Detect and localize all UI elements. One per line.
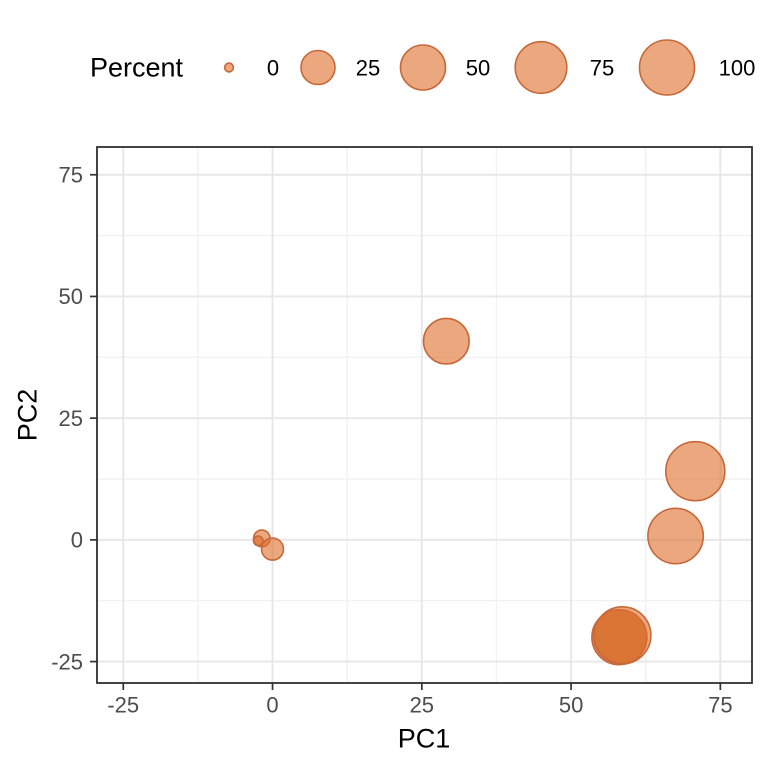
axis-tick-labels-layer: -25 0 25 50 75 -25 0 25 50 75 bbox=[51, 162, 732, 717]
x-axis-tick-label: -25 bbox=[107, 693, 139, 718]
panel-border bbox=[96, 146, 753, 684]
y-axis-tick-label: 25 bbox=[59, 406, 83, 431]
y-axis-title: PC2 bbox=[12, 389, 42, 442]
y-axis-tick-label: 50 bbox=[59, 284, 83, 309]
legend-key-circle bbox=[399, 44, 447, 91]
x-axis-tick-label: 75 bbox=[708, 693, 732, 718]
data-point bbox=[252, 535, 264, 547]
grid-layer bbox=[97, 147, 752, 683]
axis-ticks-layer bbox=[90, 173, 722, 690]
legend-key-label: 75 bbox=[590, 56, 614, 81]
legend-key-label: 100 bbox=[719, 56, 756, 81]
data-points-layer bbox=[252, 317, 726, 666]
legend-key-label: 0 bbox=[267, 56, 279, 81]
y-axis-tick-label: 0 bbox=[71, 528, 83, 553]
x-axis-tick-label: 25 bbox=[410, 693, 434, 718]
legend-key-circle bbox=[300, 49, 336, 86]
y-axis-tick-label: -25 bbox=[51, 649, 83, 674]
x-axis-title: PC1 bbox=[398, 723, 451, 753]
legend-key-label: 50 bbox=[466, 56, 490, 81]
legend-key-circle bbox=[638, 39, 696, 96]
legend-key-circle bbox=[223, 62, 235, 73]
size-legend: Percent 0 25 50 75 100 bbox=[90, 39, 756, 96]
legend-key-circle bbox=[514, 40, 568, 95]
legend-items: 0 25 50 75 100 bbox=[223, 39, 756, 96]
legend-title: Percent bbox=[90, 52, 184, 82]
data-point bbox=[647, 507, 705, 565]
data-point bbox=[260, 537, 285, 561]
legend-key-label: 25 bbox=[356, 56, 380, 81]
data-point bbox=[593, 605, 652, 665]
x-axis-tick-label: 0 bbox=[266, 693, 278, 718]
x-axis-tick-label: 50 bbox=[559, 693, 583, 718]
data-point bbox=[664, 440, 726, 502]
data-point bbox=[422, 317, 470, 365]
y-axis-tick-label: 75 bbox=[59, 162, 83, 187]
